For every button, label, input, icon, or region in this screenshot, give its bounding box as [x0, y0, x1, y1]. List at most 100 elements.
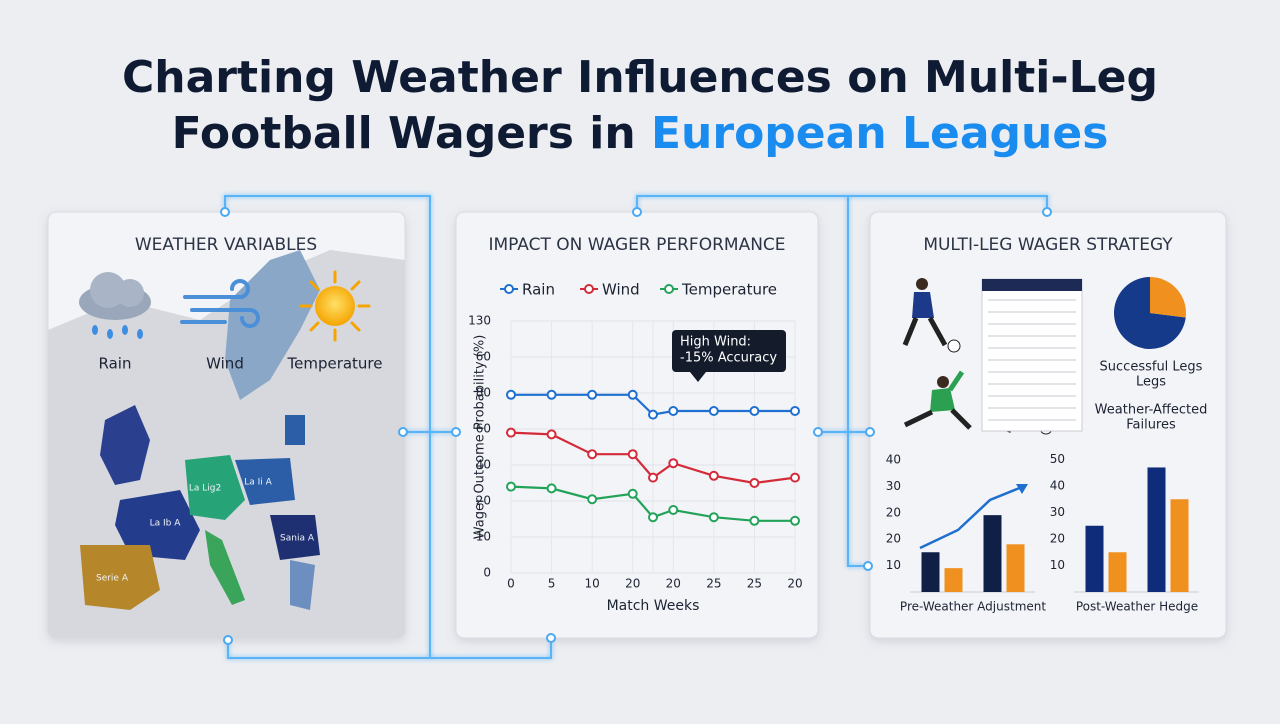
bar: [944, 568, 963, 592]
x-tick-label: 25: [706, 577, 721, 591]
pie-label: Successful Legs: [1100, 360, 1203, 375]
data-point: [627, 488, 638, 499]
bar: [1108, 552, 1127, 592]
country: [290, 560, 315, 610]
connector-dots: [220, 207, 1052, 645]
data-point: [790, 406, 800, 416]
data-point: [506, 389, 516, 400]
legend-label: Rain: [522, 281, 555, 299]
y-tick-label: 40: [886, 453, 901, 467]
map-label: Sania A: [280, 534, 315, 544]
map-label: Serie A: [96, 574, 129, 584]
y-tick-label: 10: [886, 558, 901, 572]
connector: [224, 195, 431, 659]
data-point: [587, 449, 598, 460]
trend-arrow-head: [1016, 484, 1028, 494]
data-point: [708, 512, 719, 523]
data-point: [546, 389, 557, 400]
pie-label: Weather-Affected: [1095, 403, 1208, 418]
icon-label: Temperature: [286, 355, 382, 373]
data-point: [749, 406, 760, 416]
y-axis-label: Wager Outcome Probability (%): [473, 335, 488, 540]
panel-title: WEATHER VARIABLES: [135, 235, 317, 255]
y-tick-label: 20: [886, 532, 901, 546]
y-tick-label: 130: [468, 314, 491, 328]
data-point: [708, 406, 719, 416]
bar: [983, 515, 1002, 592]
wind-icon: [180, 279, 260, 328]
country: [185, 455, 245, 520]
connectors: [224, 195, 1048, 659]
title-highlight: European Leagues: [651, 108, 1108, 159]
title-line-2: Football Wagers in European Leagues: [172, 108, 1109, 159]
country: [270, 515, 320, 560]
x-tick-label: 0: [507, 577, 515, 591]
x-tick-label: 20: [625, 577, 640, 591]
y-tick-label: 80: [476, 386, 491, 400]
annotation-pointer: [690, 372, 706, 382]
pie-slice: [1114, 277, 1186, 350]
data-point: [506, 427, 516, 438]
y-tick-label: 60: [476, 422, 491, 436]
y-tick-label: 10: [476, 530, 491, 544]
country: [80, 545, 160, 610]
y-tick-label: 50: [1050, 452, 1065, 466]
data-point: [790, 515, 800, 526]
data-point: [587, 389, 598, 400]
trend-arrow: [919, 485, 1023, 550]
data-point: [546, 429, 557, 440]
annotation-box: [672, 330, 786, 372]
x-tick-label: 20: [666, 577, 681, 591]
annotation-text: -15% Accuracy: [680, 351, 777, 366]
y-tick-label: 30: [886, 479, 901, 493]
x-tick-label: 5: [548, 577, 556, 591]
y-tick-label: 30: [1050, 505, 1065, 519]
connector: [430, 638, 552, 659]
data-point: [790, 472, 800, 483]
pie-label: Failures: [1126, 418, 1176, 433]
x-axis-label: Pre-Weather Adjustment: [900, 600, 1046, 614]
bar: [1170, 499, 1189, 592]
table-graphic: [981, 278, 1083, 432]
data-point: [749, 478, 760, 488]
y-tick-label: 60: [476, 350, 491, 364]
sun-icon: [299, 270, 371, 342]
rain-icon: [79, 272, 151, 339]
data-point: [648, 472, 658, 483]
data-point: [648, 512, 658, 523]
data-point: [749, 515, 760, 526]
data-point: [668, 458, 679, 469]
player-illustrations: [902, 278, 1083, 435]
data-point: [506, 481, 516, 492]
country: [235, 458, 295, 505]
data-point: [627, 449, 638, 460]
connector: [636, 195, 1048, 212]
icon-label: Rain: [99, 355, 132, 373]
title-text: Football Wagers in: [172, 108, 636, 159]
legend-marker: [584, 284, 594, 294]
legend-label: Temperature: [681, 281, 777, 299]
x-tick-label: 25: [747, 577, 762, 591]
country: [205, 530, 245, 605]
x-axis-label: Post-Weather Hedge: [1076, 600, 1198, 614]
country: [115, 490, 200, 560]
europe-map: [48, 250, 405, 638]
data-point: [587, 494, 598, 505]
y-tick-label: 20: [886, 505, 901, 519]
country: [285, 415, 305, 445]
bar: [921, 552, 940, 592]
x-tick-label: 10: [585, 577, 600, 591]
x-axis-label: Match Weeks: [607, 598, 700, 614]
annotation-text: High Wind:: [680, 335, 751, 350]
x-tick-label: 20: [787, 577, 802, 591]
bar: [1147, 467, 1166, 592]
map-label: La Ib A: [150, 519, 182, 529]
legend-marker: [504, 284, 514, 294]
title-line-1: Charting Weather Influences on Multi-Leg: [122, 52, 1158, 103]
data-point: [648, 409, 658, 420]
panel: [455, 211, 819, 639]
y-tick-label: 0: [483, 566, 491, 580]
pie-label: Legs: [1136, 375, 1166, 390]
